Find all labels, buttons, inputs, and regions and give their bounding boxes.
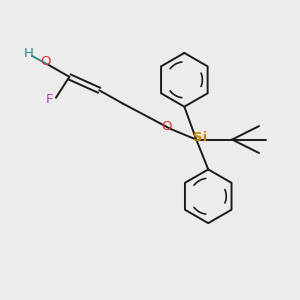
Text: Si: Si: [193, 131, 207, 144]
Text: O: O: [161, 120, 172, 133]
Text: O: O: [40, 55, 51, 68]
Text: F: F: [46, 93, 53, 106]
Text: H: H: [23, 47, 33, 60]
